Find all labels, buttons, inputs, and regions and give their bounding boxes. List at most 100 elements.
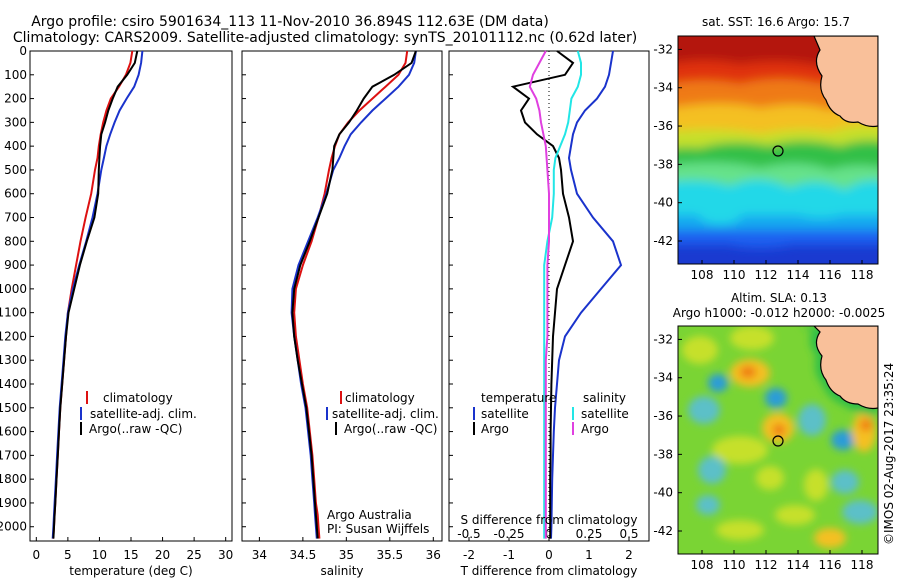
difference-series-line bbox=[510, 50, 575, 539]
x-tick-label: 30 bbox=[218, 548, 233, 562]
sst-map-y-tick-label: -40 bbox=[653, 196, 673, 210]
temperature-legend: climatology satellite-adj. clim. Argo(..… bbox=[80, 391, 197, 436]
x-tick-label-top: -0.25 bbox=[493, 527, 524, 541]
x-tick-label: 20 bbox=[155, 548, 170, 562]
y-tick-label: 1100 bbox=[0, 306, 27, 320]
y-tick-label: 1300 bbox=[0, 353, 27, 367]
y-tick-label: 500 bbox=[4, 163, 27, 177]
sla-map-frame bbox=[677, 325, 879, 555]
y-tick-label: 700 bbox=[4, 211, 27, 225]
legend-label-climatology: climatology bbox=[103, 391, 173, 405]
sst-map-y-tick-label: -42 bbox=[653, 234, 673, 248]
sst-map-x-tick-label: 112 bbox=[755, 268, 778, 282]
x-tick-label: 10 bbox=[92, 548, 107, 562]
x-tick-label: 36 bbox=[426, 548, 441, 562]
legend-label-satellite: satellite-adj. clim. bbox=[332, 407, 439, 421]
sst-map-y-tick-label: -34 bbox=[653, 81, 673, 95]
legend-label-sal-argo: Argo bbox=[581, 422, 609, 436]
y-tick-label: 1500 bbox=[0, 401, 27, 415]
x-tick-label: 35.5 bbox=[376, 548, 403, 562]
sst-map-title: sat. SST: 16.6 Argo: 15.7 bbox=[702, 15, 850, 29]
y-tick-label: 100 bbox=[4, 68, 27, 82]
legend-title-temperature: temperature bbox=[481, 391, 556, 405]
sst-map-x-tick-label: 114 bbox=[787, 268, 810, 282]
x-tick-label: 1 bbox=[585, 548, 593, 562]
x-tick-label: -1 bbox=[503, 548, 515, 562]
y-tick-label: 900 bbox=[4, 258, 27, 272]
sla-map-title: Altim. SLA: 0.13 bbox=[731, 291, 827, 305]
x-tick-label: 34.5 bbox=[290, 548, 317, 562]
sst-map-frame bbox=[677, 35, 879, 265]
y-tick-label: 2000 bbox=[0, 520, 27, 534]
x-tick-label: 34 bbox=[252, 548, 267, 562]
x-tick-label-top: 0 bbox=[545, 527, 553, 541]
temperature-xlabel: temperature (deg C) bbox=[69, 564, 192, 578]
x-tick-label: 5 bbox=[64, 548, 72, 562]
sla-map-y-tick-label: -42 bbox=[653, 524, 673, 538]
sst-map-x-tick-label: 116 bbox=[819, 268, 842, 282]
sla-map-subtitle: Argo h1000: -0.012 h2000: -0.0025 bbox=[673, 306, 886, 320]
y-tick-label: 1200 bbox=[0, 329, 27, 343]
difference-legend: temperature salinity satellite Argo sate… bbox=[473, 391, 629, 436]
difference-xlabel-top: S difference from climatology bbox=[461, 513, 638, 527]
temperature-series-line bbox=[52, 50, 139, 539]
sla-map-x-tick-label: 110 bbox=[723, 558, 746, 572]
sla-map-x-tick-label: 108 bbox=[691, 558, 714, 572]
sla-map-y-tick-label: -34 bbox=[653, 371, 673, 385]
temperature-panel-frame bbox=[29, 50, 233, 542]
axes-layer: 0100200300400500600700800900100011001200… bbox=[0, 44, 639, 562]
y-tick-label: 1000 bbox=[0, 282, 27, 296]
y-tick-label: 0 bbox=[19, 44, 27, 58]
y-tick-label: 1600 bbox=[0, 425, 27, 439]
y-tick-label: 1700 bbox=[0, 448, 27, 462]
legend-label-argo: Argo(..raw -QC) bbox=[89, 422, 182, 436]
x-tick-label-top: -0.5 bbox=[457, 527, 480, 541]
y-tick-label: 1900 bbox=[0, 496, 27, 510]
difference-series-line bbox=[528, 50, 550, 539]
map-ticks-layer: 108 110 112 114 116 118 -32 -34 -36 -38 -40 -42 108 1… bbox=[653, 42, 873, 572]
sst-map-x-tick-label: 110 bbox=[723, 268, 746, 282]
x-tick-label-top: 0.25 bbox=[576, 527, 603, 541]
y-tick-label: 300 bbox=[4, 115, 27, 129]
sst-map-x-tick-label: 118 bbox=[851, 268, 874, 282]
sla-map-x-tick-label: 112 bbox=[755, 558, 778, 572]
series-layer bbox=[51, 50, 623, 541]
annotation-pi: PI: Susan Wijffels bbox=[327, 522, 429, 536]
y-tick-label: 800 bbox=[4, 234, 27, 248]
sla-map-y-tick-label: -38 bbox=[653, 447, 673, 461]
x-tick-label: -2 bbox=[463, 548, 475, 562]
sla-map-x-tick-label: 114 bbox=[787, 558, 810, 572]
x-tick-label: 15 bbox=[123, 548, 138, 562]
difference-xlabel-bottom: T difference from climatology bbox=[460, 564, 638, 578]
x-tick-label: 0 bbox=[32, 548, 40, 562]
sla-map-y-tick-label: -32 bbox=[653, 332, 673, 346]
legend-label-sal-satellite: satellite bbox=[581, 407, 629, 421]
x-tick-label: 0 bbox=[545, 548, 553, 562]
y-tick-label: 1400 bbox=[0, 377, 27, 391]
legend-label-climatology: climatology bbox=[345, 391, 415, 405]
legend-label-satellite: satellite-adj. clim. bbox=[90, 407, 197, 421]
salinity-xlabel: salinity bbox=[320, 564, 363, 578]
legend-label-argo: Argo(..raw -QC) bbox=[344, 422, 437, 436]
sst-map-y-tick-label: -32 bbox=[653, 42, 673, 56]
sla-map-x-tick-label: 116 bbox=[819, 558, 842, 572]
y-tick-label: 200 bbox=[4, 92, 27, 106]
x-tick-label: 35 bbox=[339, 548, 354, 562]
legend-label-temp-satellite: satellite bbox=[481, 407, 529, 421]
salinity-legend: climatology satellite-adj. clim. Argo(..… bbox=[326, 391, 439, 536]
header-line-2: Climatology: CARS2009. Satellite-adjuste… bbox=[13, 30, 637, 46]
sla-map-y-tick-label: -40 bbox=[653, 486, 673, 500]
header-line-1: Argo profile: csiro 5901634_113 11-Nov-2… bbox=[31, 14, 549, 30]
y-tick-label: 400 bbox=[4, 139, 27, 153]
footer-timestamp: ©IMOS 02-Aug-2017 23:35:24 bbox=[882, 363, 896, 545]
sst-map-y-tick-label: -38 bbox=[653, 157, 673, 171]
sst-map-x-tick-label: 108 bbox=[691, 268, 714, 282]
salinity-series-line bbox=[291, 50, 417, 539]
y-tick-label: 600 bbox=[4, 187, 27, 201]
annotation-institution: Argo Australia bbox=[327, 508, 412, 522]
difference-series-line bbox=[550, 50, 623, 539]
x-tick-label: 25 bbox=[186, 548, 201, 562]
y-tick-label: 1800 bbox=[0, 472, 27, 486]
